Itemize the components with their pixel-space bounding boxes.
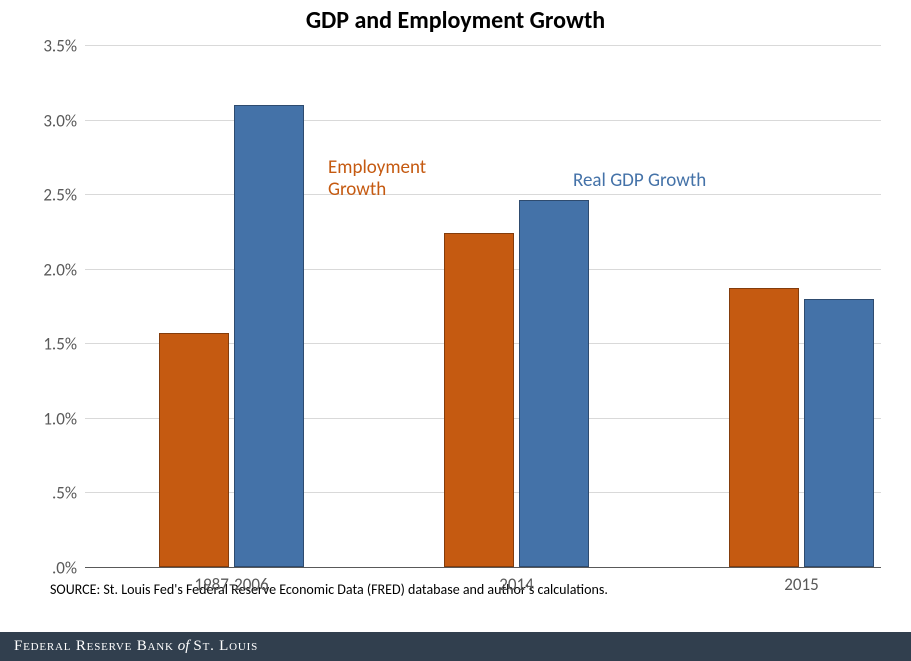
grid-line <box>85 120 881 121</box>
footer-bar: Federal Reserve Bank of St. Louis <box>0 632 911 661</box>
bar-real-gdp-growth-2014 <box>519 200 589 567</box>
grid-line <box>85 194 881 195</box>
bar-real-gdp-growth-1987-2006 <box>234 105 304 567</box>
footer-org-of: of <box>178 638 190 655</box>
y-tick-label: 1.0% <box>7 408 77 429</box>
bar-employment-growth-1987-2006 <box>159 333 229 567</box>
y-tick-label: 2.0% <box>7 259 77 280</box>
y-tick-label: .0% <box>7 558 77 579</box>
chart-container: GDP and Employment Growth EmploymentGrow… <box>0 0 911 632</box>
y-tick-label: 3.0% <box>7 110 77 131</box>
x-tick-label: 2014 <box>499 574 533 595</box>
legend-employment-growth: EmploymentGrowth <box>328 157 426 201</box>
chart-title: GDP and Employment Growth <box>0 6 911 35</box>
y-tick-label: 2.5% <box>7 185 77 206</box>
plot-area <box>85 46 881 568</box>
x-tick-label: 1987-2006 <box>194 574 268 595</box>
y-tick-label: 1.5% <box>7 334 77 355</box>
y-tick-label: .5% <box>7 483 77 504</box>
bar-employment-growth-2014 <box>444 233 514 567</box>
bar-real-gdp-growth-2015 <box>804 299 874 567</box>
legend-real-gdp-growth: Real GDP Growth <box>573 170 706 192</box>
bar-employment-growth-2015 <box>729 288 799 567</box>
grid-line <box>85 45 881 46</box>
footer-org-part2: St. Louis <box>193 638 258 655</box>
footer-org-part1: Federal Reserve Bank <box>14 638 174 655</box>
y-tick-label: 3.5% <box>7 36 77 57</box>
x-tick-label: 2015 <box>784 574 818 595</box>
